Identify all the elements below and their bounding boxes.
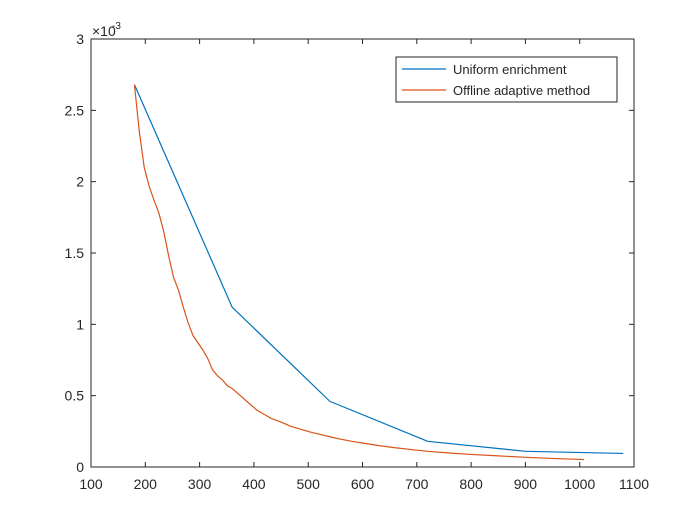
x-tick-label: 900 <box>514 476 538 492</box>
y-tick-label: 3 <box>76 31 84 47</box>
x-tick-label: 700 <box>405 476 429 492</box>
x-tick-label: 1000 <box>564 476 595 492</box>
series-layer <box>133 84 624 461</box>
x-tick-label: 800 <box>459 476 483 492</box>
x-tick-label: 600 <box>351 476 375 492</box>
y-tick-label: 2.5 <box>65 102 85 118</box>
y-tick-label: 2 <box>76 174 84 190</box>
series-line-uniform-enrichment <box>133 84 624 455</box>
legend-box <box>395 56 618 103</box>
y-tick-label: 1.5 <box>65 245 85 261</box>
legend-label-offline-adaptive-method: Offline adaptive method <box>453 83 590 98</box>
plot-area <box>91 39 634 467</box>
series-line-offline-adaptive-method <box>133 84 585 461</box>
x-tick-label: 1100 <box>619 476 649 492</box>
x-tick-label: 200 <box>134 476 158 492</box>
x-tick-label: 400 <box>242 476 266 492</box>
legend: Uniform enrichment Offline adaptive meth… <box>395 56 618 103</box>
y-tick-label: 0 <box>76 459 84 475</box>
x-axis-ticks: 100 200 300 400 500 600 700 800 900 1000 1100 <box>79 39 649 492</box>
x-tick-label: 500 <box>297 476 321 492</box>
y-tick-label: 1 <box>76 316 84 332</box>
y-axis-ticks: 0 0.5 1 1.5 2 2.5 3 <box>65 31 634 475</box>
y-axis-exponent: ×10 -3 <box>92 21 121 39</box>
x-tick-label: 300 <box>188 476 212 492</box>
y-tick-label: 0.5 <box>65 388 85 404</box>
legend-label-uniform-enrichment: Uniform enrichment <box>453 62 567 77</box>
y-exponent-power: -3 <box>112 21 121 32</box>
x-tick-label: 100 <box>79 476 103 492</box>
y-exponent-base: ×10 <box>92 23 116 39</box>
